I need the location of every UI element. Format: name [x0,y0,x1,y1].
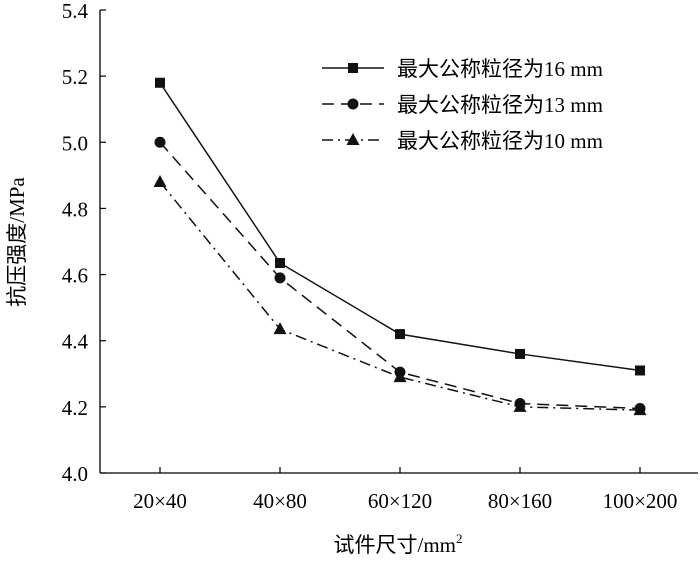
y-tick-label: 4.6 [62,264,88,288]
legend-item: 最大公称粒径为13 mm [322,93,603,117]
y-tick-label: 5.4 [62,0,89,23]
y-tick-label: 4.2 [62,396,88,420]
x-tick-label: 40×80 [253,489,307,513]
legend: 最大公称粒径为16 mm 最大公称粒径为13 mm 最大公称粒径为10 mm [322,57,603,153]
series-line [159,82,641,372]
axes: 4.0 4.2 4.4 4.6 4.8 5.0 5.2 5.4 20×40 40×80 60×120… [62,0,698,513]
data-point [273,322,287,335]
data-point [153,174,167,187]
legend-label: 最大公称粒径为10 mm [397,129,603,153]
series-layer [153,77,647,416]
data-point [513,399,527,412]
legend-marker [347,98,359,110]
legend-label: 最大公称粒径为13 mm [397,93,603,117]
data-point [515,348,525,359]
series-3 [153,174,647,416]
y-tick-label: 4.8 [62,197,88,221]
data-point [154,136,166,148]
data-point [635,365,645,376]
x-axis-label-superscript: 2 [456,531,463,546]
y-tick-label: 4.4 [62,330,89,354]
legend-item: 最大公称粒径为16 mm [322,57,603,81]
x-tick-label: 20×40 [133,489,187,513]
data-point [395,329,405,340]
series-1 [155,77,645,376]
y-tick-label: 4.0 [62,462,88,486]
y-tick-label: 5.0 [62,131,88,155]
data-point [393,370,407,383]
data-point [155,77,165,88]
x-tick-label: 80×160 [488,489,552,513]
y-axis-label: 抗压强度/MPa [5,177,29,307]
y-tick-label: 5.2 [62,65,88,89]
legend-marker [348,63,358,73]
x-tick-label: 60×120 [368,489,432,513]
x-tick-label: 100×200 [603,489,678,513]
legend-label: 最大公称粒径为16 mm [397,57,603,81]
x-axis-label: 试件尺寸/mm2 [333,531,462,557]
legend-item: 最大公称粒径为10 mm [322,129,603,153]
data-point [275,257,285,268]
data-point [274,272,286,284]
legend-marker [346,133,360,145]
data-point [633,403,647,416]
